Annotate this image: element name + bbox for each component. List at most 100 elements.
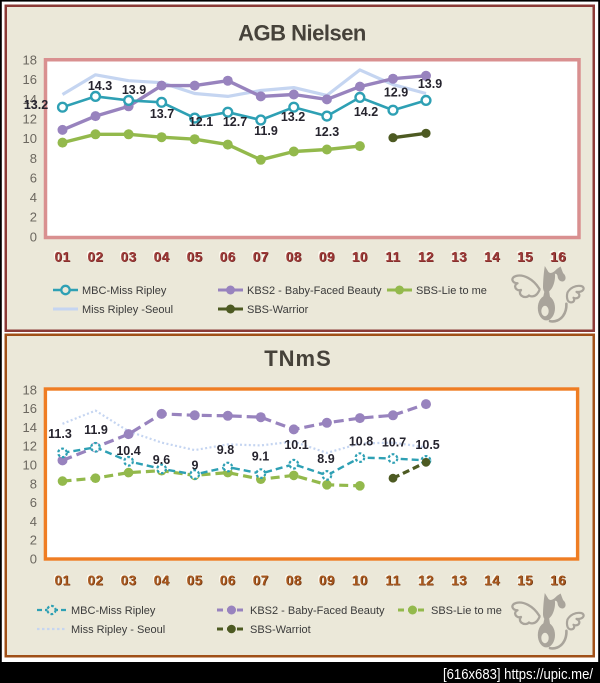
svg-text:14: 14: [484, 573, 500, 588]
svg-text:12: 12: [23, 439, 37, 454]
svg-text:12: 12: [23, 111, 37, 126]
svg-text:03: 03: [119, 248, 135, 263]
svg-text:01: 01: [53, 248, 69, 263]
svg-text:MBC-Miss Ripley: MBC-Miss Ripley: [71, 605, 156, 617]
svg-text:MBC-Miss Ripley: MBC-Miss Ripley: [82, 285, 167, 297]
svg-text:13.9: 13.9: [418, 77, 442, 91]
svg-text:09: 09: [319, 249, 335, 264]
svg-text:SBS-Lie to me: SBS-Lie to me: [431, 605, 502, 617]
svg-text:07: 07: [252, 248, 268, 263]
svg-text:02: 02: [86, 248, 102, 263]
svg-text:11.3: 11.3: [48, 427, 72, 441]
svg-text:09: 09: [318, 572, 334, 587]
svg-text:05: 05: [187, 573, 203, 588]
svg-text:15: 15: [516, 248, 532, 263]
svg-text:2: 2: [30, 533, 37, 548]
svg-text:08: 08: [286, 249, 302, 264]
svg-text:15: 15: [518, 574, 534, 589]
svg-text:9.8: 9.8: [217, 443, 234, 457]
svg-text:16: 16: [23, 72, 37, 87]
svg-text:12.3: 12.3: [315, 125, 339, 139]
svg-text:03: 03: [121, 573, 137, 588]
svg-text:10: 10: [353, 574, 369, 589]
svg-text:9: 9: [192, 459, 199, 473]
svg-text:SBS-Warrior: SBS-Warrior: [247, 304, 309, 316]
svg-text:15: 15: [517, 573, 533, 588]
svg-text:07: 07: [253, 573, 269, 588]
svg-text:15: 15: [518, 250, 534, 265]
svg-text:10: 10: [352, 573, 368, 588]
svg-text:6: 6: [30, 170, 37, 185]
svg-text:13.9: 13.9: [122, 83, 146, 97]
svg-text:18: 18: [23, 53, 37, 68]
svg-text:8: 8: [30, 151, 37, 166]
svg-text:KBS2 - Baby-Faced Beauty: KBS2 - Baby-Faced Beauty: [247, 285, 382, 297]
svg-text:16: 16: [550, 249, 566, 264]
svg-text:06: 06: [220, 574, 236, 589]
svg-text:14: 14: [23, 92, 37, 107]
svg-text:03: 03: [121, 249, 137, 264]
svg-text:14.3: 14.3: [88, 79, 112, 93]
svg-text:Miss Ripley -Seoul: Miss Ripley -Seoul: [82, 304, 173, 316]
svg-text:09: 09: [320, 250, 336, 265]
svg-text:13: 13: [452, 250, 468, 265]
svg-text:16: 16: [551, 250, 567, 265]
svg-text:16: 16: [23, 401, 37, 416]
svg-text:11: 11: [386, 250, 401, 265]
svg-text:SBS-Lie to me: SBS-Lie to me: [416, 285, 487, 297]
svg-text:0: 0: [30, 551, 37, 566]
svg-text:05: 05: [187, 249, 203, 264]
svg-text:07: 07: [252, 572, 268, 587]
svg-text:14: 14: [485, 250, 501, 265]
svg-text:06: 06: [219, 572, 235, 587]
svg-text:08: 08: [285, 572, 301, 587]
svg-text:10: 10: [351, 248, 367, 263]
svg-text:9.1: 9.1: [252, 450, 269, 464]
svg-text:11: 11: [385, 249, 400, 264]
svg-text:[616x683] https://upic.me/: [616x683] https://upic.me/: [443, 667, 594, 683]
svg-text:10: 10: [351, 572, 367, 587]
svg-text:12.9: 12.9: [384, 86, 408, 100]
svg-text:16: 16: [551, 574, 567, 589]
svg-text:10: 10: [352, 249, 368, 264]
svg-text:07: 07: [253, 250, 269, 265]
svg-text:05: 05: [185, 248, 201, 263]
svg-text:11: 11: [384, 572, 399, 587]
svg-text:03: 03: [121, 574, 137, 589]
svg-text:13: 13: [451, 249, 467, 264]
svg-text:03: 03: [119, 572, 135, 587]
svg-text:10.1: 10.1: [284, 438, 308, 452]
svg-text:10: 10: [353, 250, 369, 265]
svg-text:02: 02: [88, 250, 104, 265]
svg-text:12: 12: [417, 248, 433, 263]
svg-text:11.9: 11.9: [254, 124, 278, 138]
svg-text:13: 13: [452, 574, 468, 589]
svg-text:13: 13: [450, 572, 466, 587]
svg-text:10: 10: [23, 458, 37, 473]
svg-text:06: 06: [219, 248, 235, 263]
svg-text:8: 8: [30, 476, 37, 491]
svg-text:01: 01: [54, 573, 70, 588]
svg-text:04: 04: [152, 248, 168, 263]
svg-text:16: 16: [549, 248, 565, 263]
svg-text:0: 0: [30, 229, 37, 244]
svg-text:13: 13: [450, 248, 466, 263]
svg-text:9.6: 9.6: [153, 453, 170, 467]
svg-text:16: 16: [550, 573, 566, 588]
svg-text:12: 12: [418, 573, 434, 588]
svg-text:13.2: 13.2: [24, 98, 48, 112]
svg-text:12: 12: [418, 249, 434, 264]
svg-text:10.4: 10.4: [116, 444, 140, 458]
svg-text:02: 02: [87, 573, 103, 588]
svg-text:16: 16: [549, 572, 565, 587]
svg-text:01: 01: [55, 574, 71, 589]
svg-text:01: 01: [54, 249, 70, 264]
svg-text:TNmS: TNmS: [264, 346, 332, 371]
svg-text:08: 08: [286, 573, 302, 588]
svg-text:12: 12: [419, 250, 435, 265]
svg-text:KBS2 - Baby-Faced Beauty: KBS2 - Baby-Faced Beauty: [250, 605, 385, 617]
svg-text:07: 07: [253, 574, 269, 589]
svg-text:Miss Ripley - Seoul: Miss Ripley - Seoul: [71, 624, 165, 636]
svg-text:01: 01: [53, 572, 69, 587]
svg-text:06: 06: [220, 249, 236, 264]
